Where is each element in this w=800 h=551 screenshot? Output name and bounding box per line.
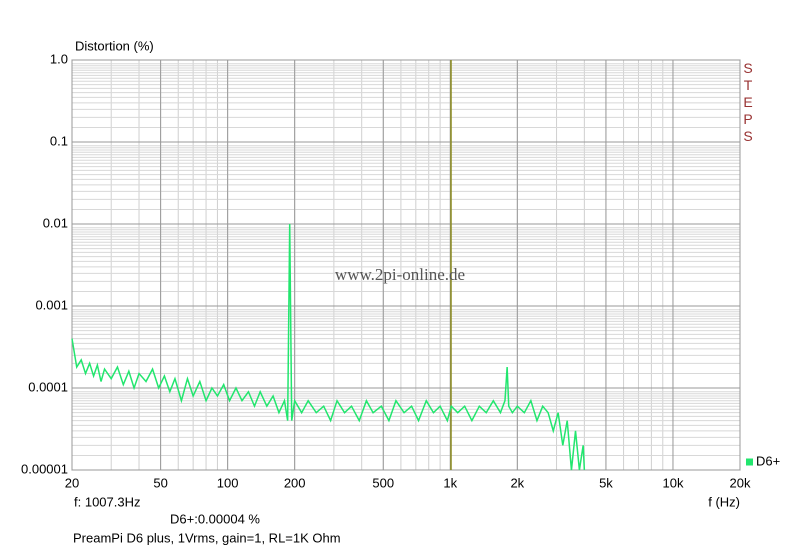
x-tick-label: 100 (217, 475, 239, 490)
data-line (71, 223, 586, 471)
watermark: www.2pi-online.de (335, 265, 465, 284)
caption: PreamPi D6 plus, 1Vrms, gain=1, RL=1K Oh… (73, 530, 341, 545)
y-tick-label: 0.00001 (21, 461, 68, 476)
x-tick-label: 50 (153, 475, 167, 490)
legend-swatch (746, 458, 753, 466)
x-tick-label: 500 (372, 475, 394, 490)
y-tick-label: 1.0 (50, 51, 68, 66)
brand: STEPS (740, 60, 756, 145)
grid (71, 59, 741, 471)
y-tick-label: 0.01 (43, 215, 68, 230)
x-tick-label: 10k (662, 475, 683, 490)
plot-area (71, 59, 741, 471)
legend-label: D6+ (756, 453, 780, 468)
x-axis-label: f (Hz) (708, 494, 740, 509)
value-readout: D6+:0.00004 % (170, 511, 260, 526)
x-tick-label: 200 (284, 475, 306, 490)
y-tick-label: 0.1 (50, 133, 68, 148)
x-tick-label: 2k (510, 475, 524, 490)
cursor-readout: f: 1007.3Hz (74, 494, 141, 509)
x-tick-label: 20k (730, 475, 751, 490)
y-tick-label: 0.0001 (28, 379, 68, 394)
x-tick-label: 5k (599, 475, 613, 490)
y-axis-label: Distortion (%) (75, 38, 154, 53)
x-tick-label: 1k (443, 475, 457, 490)
y-tick-label: 0.001 (35, 297, 68, 312)
x-tick-label: 20 (65, 475, 79, 490)
